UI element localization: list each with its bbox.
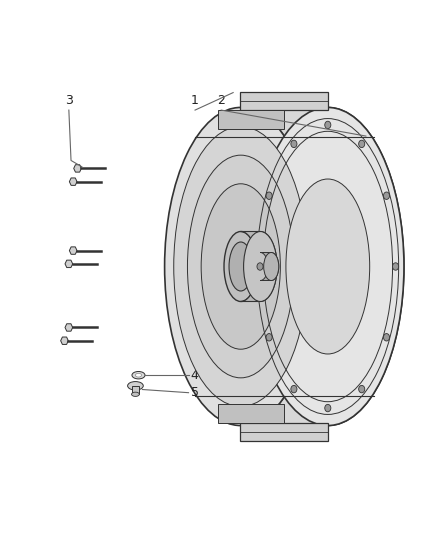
Circle shape [266,334,272,341]
Polygon shape [218,405,284,423]
Circle shape [257,263,263,270]
Text: 5: 5 [191,386,199,399]
Circle shape [266,192,272,199]
Ellipse shape [264,253,279,280]
Polygon shape [65,324,73,331]
Text: 1: 1 [191,94,199,108]
Ellipse shape [174,126,308,407]
Ellipse shape [131,392,139,397]
Circle shape [383,192,389,199]
Polygon shape [69,247,77,254]
Circle shape [325,405,331,412]
Circle shape [359,385,365,393]
Ellipse shape [201,184,280,349]
Ellipse shape [135,373,141,377]
Circle shape [383,334,389,341]
Polygon shape [69,178,77,185]
Circle shape [392,263,399,270]
Ellipse shape [244,231,277,302]
Ellipse shape [127,382,143,390]
Polygon shape [240,92,328,110]
Circle shape [291,140,297,148]
Ellipse shape [252,108,404,425]
Text: 3: 3 [65,94,73,108]
Circle shape [325,121,331,128]
Polygon shape [218,110,284,128]
Ellipse shape [132,372,145,379]
Polygon shape [61,337,68,344]
Text: 2: 2 [217,94,225,108]
Polygon shape [131,386,139,394]
Circle shape [359,140,365,148]
Ellipse shape [165,108,317,425]
Ellipse shape [286,179,370,354]
Ellipse shape [187,155,294,378]
Ellipse shape [229,242,252,291]
Polygon shape [74,165,81,172]
Polygon shape [241,108,404,425]
Polygon shape [240,423,328,441]
Polygon shape [241,231,277,302]
Ellipse shape [224,231,258,302]
Text: 4: 4 [191,369,198,382]
Polygon shape [65,260,73,268]
Polygon shape [260,253,279,280]
Circle shape [291,385,297,393]
